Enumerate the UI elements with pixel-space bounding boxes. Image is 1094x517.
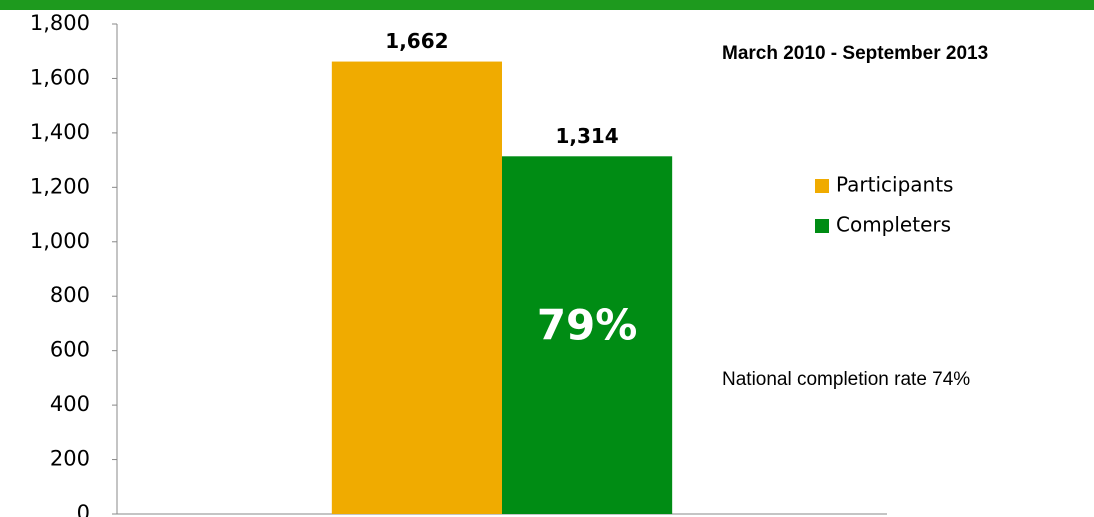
national-rate: National completion rate 74% — [722, 369, 970, 390]
bar — [331, 61, 502, 515]
legend-swatch — [815, 179, 829, 193]
date-range: March 2010 - September 2013 — [722, 43, 988, 64]
y-tick-label: 1,200 — [30, 174, 90, 198]
y-tick-label: 1,000 — [30, 229, 90, 253]
legend-label: Completers — [836, 213, 951, 237]
y-tick-label: 200 — [50, 447, 90, 471]
y-tick-label: 400 — [50, 392, 90, 416]
header-bar — [0, 0, 1094, 10]
y-tick-label: 1,800 — [30, 11, 90, 35]
completion-rate: 79% — [537, 301, 638, 350]
legend-label: Participants — [836, 173, 953, 197]
legend-swatch — [815, 219, 829, 233]
y-tick-label: 800 — [50, 283, 90, 307]
y-tick-label: 1,400 — [30, 120, 90, 144]
value-label: 1,314 — [555, 124, 618, 148]
bar — [502, 156, 673, 515]
value-label: 1,662 — [385, 29, 448, 53]
y-tick-label: 0 — [77, 501, 90, 517]
y-tick-label: 600 — [50, 338, 90, 362]
y-tick-label: 1,600 — [30, 65, 90, 89]
